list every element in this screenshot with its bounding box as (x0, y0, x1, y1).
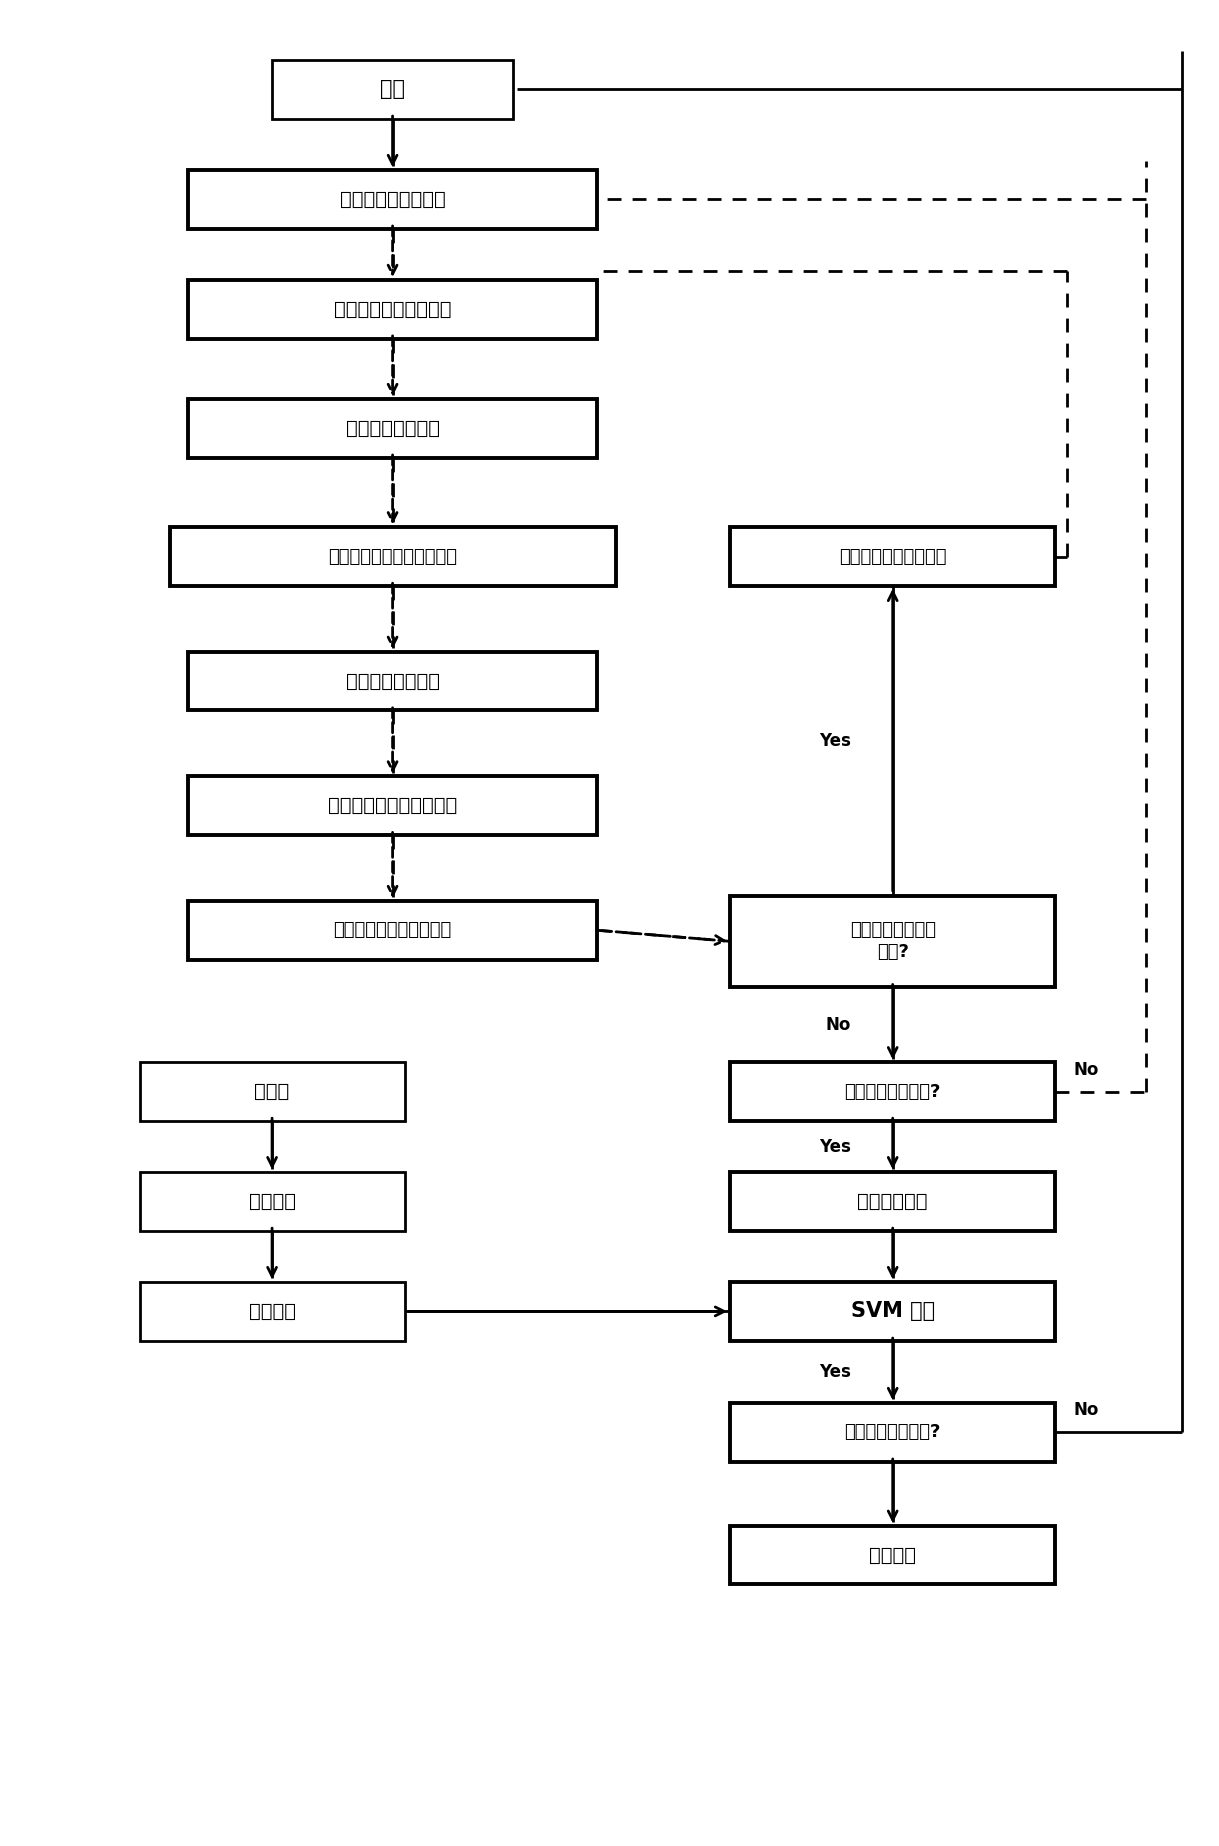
Bar (730, 1172, 1056, 1231)
Text: 选择、杂交及变异操作计算: 选择、杂交及变异操作计算 (328, 548, 457, 565)
Bar (730, 528, 1056, 585)
Text: 生成新群体及适应度评价: 生成新群体及适应度评价 (328, 796, 457, 816)
Text: 样本分类: 样本分类 (249, 1193, 295, 1211)
Text: 是否满足加速迭代
条件?: 是否满足加速迭代 条件? (850, 921, 936, 962)
Text: 是否满足结束条件?: 是否满足结束条件? (845, 1423, 941, 1442)
Text: 模拟退火操作计算: 模拟退火操作计算 (345, 672, 440, 690)
Bar (730, 895, 1056, 988)
Bar (188, 170, 597, 229)
Bar (730, 1283, 1056, 1340)
Bar (730, 1061, 1056, 1121)
Text: No: No (825, 1015, 851, 1034)
Text: 优化后的参数: 优化后的参数 (857, 1193, 928, 1211)
Bar (139, 1061, 405, 1121)
Text: 预测输出: 预测输出 (869, 1545, 917, 1565)
Text: No: No (1074, 1061, 1098, 1078)
Bar (169, 528, 616, 585)
Bar (188, 399, 597, 458)
Text: Yes: Yes (819, 731, 851, 749)
Text: 参数设置及变量编码: 参数设置及变量编码 (340, 190, 445, 209)
Bar (730, 1527, 1056, 1584)
Text: 选择并生成优秀方案群体: 选择并生成优秀方案群体 (334, 921, 452, 940)
Bar (730, 1403, 1056, 1462)
Text: 样本输入: 样本输入 (249, 1301, 295, 1322)
Text: 随机生成初始方案群体: 随机生成初始方案群体 (334, 299, 451, 319)
Bar (272, 61, 513, 118)
Bar (188, 901, 597, 960)
Text: 是否满足结束条件?: 是否满足结束条件? (845, 1082, 941, 1100)
Bar (188, 777, 597, 834)
Text: 解码及适应度评价: 解码及适应度评价 (345, 419, 440, 438)
Bar (188, 281, 597, 338)
Bar (139, 1283, 405, 1340)
Text: Yes: Yes (819, 1137, 851, 1156)
Text: Yes: Yes (819, 1362, 851, 1381)
Text: 生成新的变量加速区间: 生成新的变量加速区间 (839, 548, 946, 565)
Text: No: No (1074, 1401, 1098, 1420)
Text: SVM 模型: SVM 模型 (851, 1301, 935, 1322)
Text: 预处理: 预处理 (255, 1082, 290, 1100)
Bar (139, 1172, 405, 1231)
Text: 开始: 开始 (380, 79, 405, 100)
Bar (188, 652, 597, 711)
